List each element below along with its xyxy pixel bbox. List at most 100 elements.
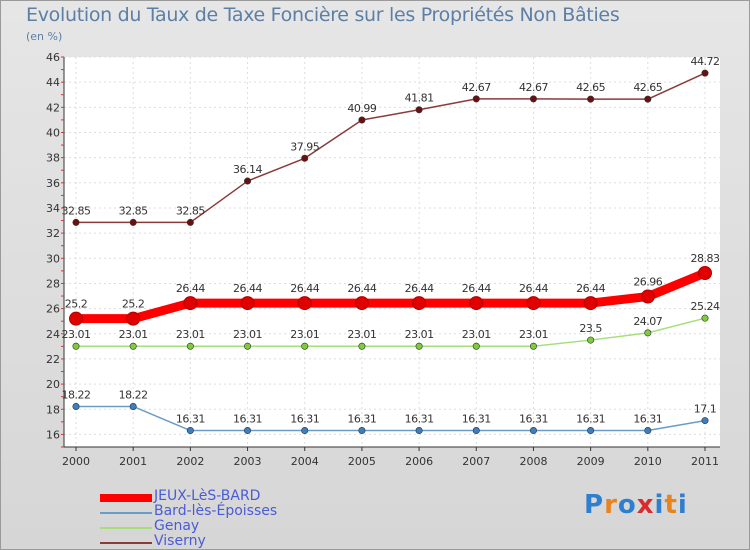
data-point [69,311,83,326]
y-tick-label: 38 [46,152,60,165]
data-point [415,106,423,114]
data-label: 23.01 [290,328,319,341]
data-point [415,427,423,435]
data-label: 23.01 [119,328,148,341]
chart-title: Evolution du Taux de Taxe Foncière sur l… [26,4,620,26]
data-label: 24.07 [633,315,662,328]
data-point [186,427,194,435]
y-tick-label: 46 [46,51,60,64]
legend-label: Genay [154,518,200,534]
data-point [701,417,709,425]
data-point [472,342,480,350]
legend-swatch [100,494,152,502]
data-label: 23.01 [176,328,205,341]
legend-label: Viserny [154,533,206,549]
data-point [644,95,652,103]
data-point [244,177,252,185]
data-label: 16.31 [519,413,548,426]
data-label: 25.2 [65,298,88,311]
data-label: 32.85 [62,204,91,217]
data-label: 42.67 [462,81,491,94]
x-tick-label: 2008 [519,455,547,468]
data-label: 40.99 [347,102,376,115]
legend-label: JEUX-LèS-BARD [154,488,261,504]
data-label: 28.83 [691,252,720,265]
data-point [129,218,137,226]
data-label: 36.14 [233,163,262,176]
data-point [358,427,366,435]
data-point [72,218,80,226]
data-point [640,289,655,304]
data-point [297,296,312,311]
data-point [529,342,537,350]
data-point [698,266,712,281]
series-line-2 [75,317,706,347]
data-label: 23.01 [62,328,91,341]
data-point [469,296,484,311]
y-tick-label: 30 [46,252,60,265]
data-point [186,218,194,226]
data-label: 16.31 [576,413,605,426]
data-point [129,342,137,350]
data-label: 26.44 [576,282,605,295]
data-label: 42.67 [519,81,548,94]
data-label: 16.31 [176,413,205,426]
data-point [587,336,595,344]
data-point [472,95,480,103]
x-tick-label: 2010 [634,455,662,468]
data-label: 18.22 [119,388,148,401]
data-label: 42.65 [576,81,605,94]
data-label: 16.31 [462,413,491,426]
data-label: 16.31 [290,413,319,426]
logo-letter: r [604,490,618,520]
data-point [412,296,427,311]
data-point [301,342,309,350]
logo-letter: t [664,490,678,520]
data-point [183,296,198,311]
y-tick-label: 40 [46,126,60,139]
data-point [701,314,709,322]
data-point [358,116,366,124]
x-tick-label: 2001 [119,455,147,468]
data-label: 16.31 [347,413,376,426]
data-label: 42.65 [633,81,662,94]
data-point [644,427,652,435]
chart-subtitle: (en %) [26,30,63,43]
data-point [244,427,252,435]
data-label: 16.31 [633,413,662,426]
y-tick-label: 32 [46,227,60,240]
x-tick-label: 2011 [691,455,719,468]
data-label: 16.31 [233,413,262,426]
plot-area [64,57,720,447]
data-label: 26.96 [633,276,662,289]
y-tick-label: 28 [46,277,60,290]
data-label: 26.44 [233,282,262,295]
data-point [72,342,80,350]
x-tick-label: 2006 [405,455,433,468]
logo-letter: P [584,490,605,520]
y-tick-label: 20 [46,378,60,391]
data-label: 18.22 [62,388,91,401]
y-tick-label: 42 [46,101,60,114]
x-tick-label: 2002 [176,455,204,468]
data-label: 26.44 [176,282,205,295]
x-tick-label: 2004 [291,455,319,468]
y-tick-label: 44 [46,76,60,89]
data-point [587,427,595,435]
data-point [529,427,537,435]
y-tick-label: 36 [46,177,60,190]
logo-letter: x [636,490,655,520]
y-tick-label: 18 [46,403,60,416]
data-point [583,296,598,311]
data-point [72,402,80,410]
data-point [415,342,423,350]
data-label: 23.01 [405,328,434,341]
x-tick-label: 2009 [577,455,605,468]
x-tick-label: 2005 [348,455,376,468]
data-point [186,342,194,350]
data-label: 44.72 [691,55,720,68]
data-label: 26.44 [462,282,491,295]
legend-swatch [100,542,152,544]
legend-swatch [100,527,152,529]
